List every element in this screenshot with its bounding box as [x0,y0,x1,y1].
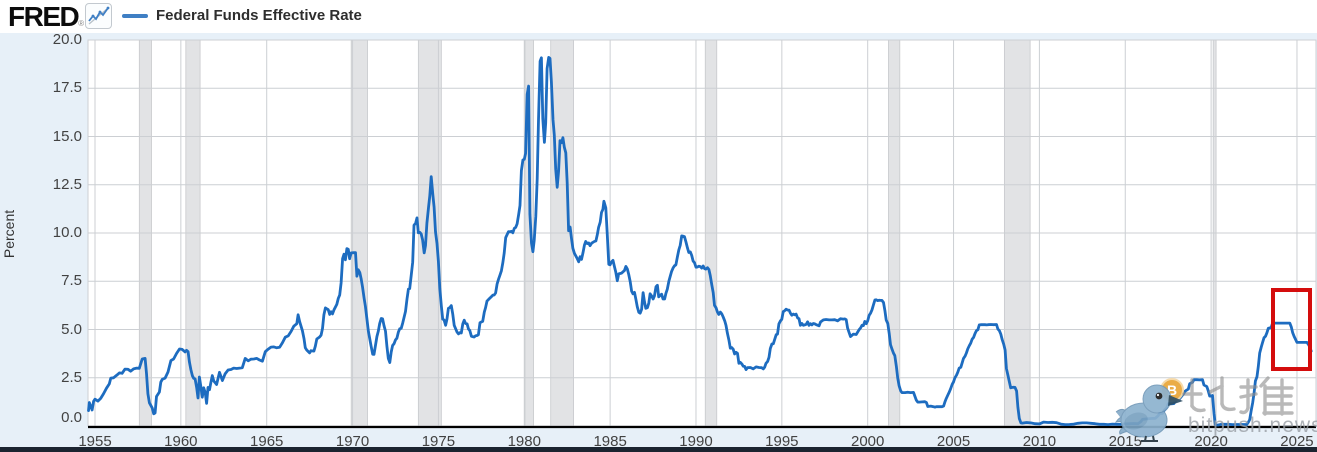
x-tick-label: 2005 [936,433,971,450]
x-tick-label: 1985 [593,433,627,450]
y-tick-label: 7.5 [61,272,82,290]
x-tick-label: 2025 [1280,433,1314,450]
x-tick-label: 1995 [765,433,799,450]
x-tick-label: 1980 [507,433,541,450]
y-tick-label: 12.5 [52,175,82,193]
y-tick-label: 5.0 [61,320,82,338]
watermark-url-text: bitpush.news [1188,414,1317,437]
y-tick-label: 20.0 [52,31,82,48]
fred-logo: FRED® [8,1,85,32]
y-tick-label: 15.0 [52,127,82,145]
bitpush-watermark: B [1112,370,1317,448]
bottom-dark-bar [0,447,1317,452]
watermark-chinese-text [1182,376,1294,416]
registered-mark: ® [78,19,85,28]
red-highlight-rectangle [1271,288,1313,371]
x-tick-label: 1970 [335,433,370,450]
data-line-federal-funds-effective-rate [87,56,1313,427]
y-axis-title: Percent [1,209,17,259]
x-tick-label: 1975 [421,433,456,450]
svg-text:B: B [1167,382,1177,398]
legend-line-swatch [122,14,148,18]
x-tick-label: 2020 [1194,433,1228,450]
y-tick-label: 0.0 [61,409,82,426]
y-tick-label: 2.5 [61,368,82,386]
x-tick-label: 1990 [679,433,713,450]
x-tick-label: 1965 [250,433,284,450]
bitpush-bird-icon: B [1114,378,1184,442]
y-tick-label: 10.0 [52,224,82,241]
legend-label: Federal Funds Effective Rate [156,7,362,24]
x-tick-label: 1960 [164,433,198,450]
y-tick-label: 17.5 [52,79,82,97]
x-tick-label: 2015 [1108,433,1142,450]
x-tick-label: 2000 [851,433,885,450]
chart-header: FRED® Federal Funds Effective Rate [0,0,1317,33]
x-tick-label: 1955 [78,433,112,450]
line-chart-icon [85,3,112,29]
x-tick-label: 2010 [1022,433,1057,450]
